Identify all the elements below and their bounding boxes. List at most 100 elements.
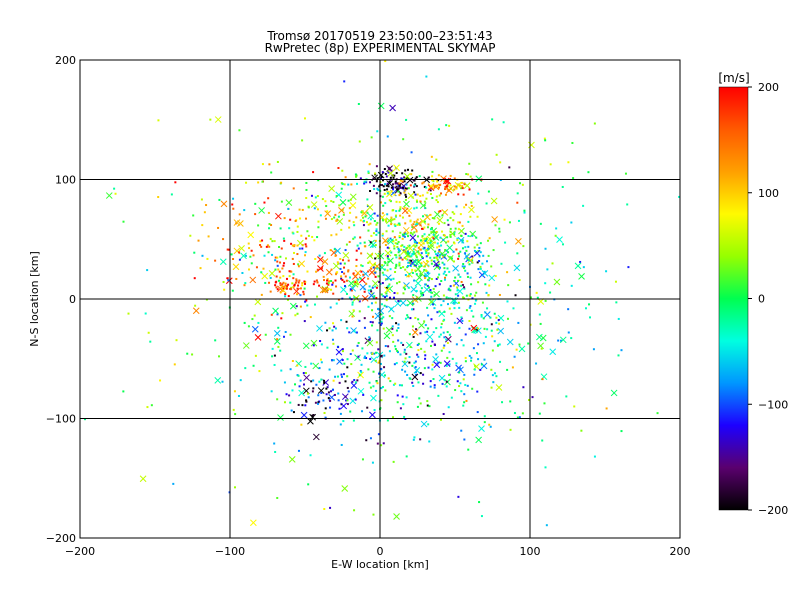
scatter-point [414, 269, 417, 272]
scatter-point [353, 236, 356, 239]
scatter-point [416, 235, 419, 238]
scatter-point [300, 234, 303, 237]
scatter-point [407, 187, 410, 190]
scatter-point [427, 245, 430, 248]
scatter-point [393, 245, 396, 248]
scatter-point [394, 180, 397, 183]
scatter-point-x [387, 238, 395, 245]
scatter-point-x [192, 307, 200, 315]
scatter-point-x [549, 348, 557, 356]
scatter-point [313, 303, 316, 306]
scatter-point [346, 358, 349, 361]
scatter-point [420, 292, 423, 295]
scatter-point [507, 284, 510, 287]
scatter-point [627, 266, 630, 269]
scatter-point [405, 195, 408, 198]
scatter-point [442, 238, 445, 241]
scatter-point [330, 280, 333, 283]
scatter-point [391, 317, 394, 320]
grid-lines [80, 60, 680, 538]
scatter-point [579, 260, 582, 263]
scatter-point [276, 398, 279, 401]
scatter-point [404, 222, 407, 225]
scatter-point [319, 214, 322, 217]
scatter-point [390, 169, 393, 172]
scatter-point [582, 266, 585, 269]
scatter-point [347, 270, 350, 273]
scatter-point [369, 437, 372, 440]
scatter-point [399, 231, 402, 234]
scatter-point [276, 256, 279, 259]
scatter-point-x [247, 231, 255, 239]
scatter-point-x [300, 411, 308, 419]
scatter-point [626, 203, 629, 206]
scatter-point-x [432, 356, 439, 363]
scatter-point [394, 225, 397, 228]
scatter-point [385, 299, 388, 302]
scatter-point [443, 222, 446, 225]
scatter-point [399, 267, 402, 270]
scatter-point [387, 345, 390, 348]
scatter-point [277, 268, 280, 271]
scatter-point-x [559, 336, 567, 344]
scatter-point [475, 236, 478, 239]
scatter-point-x [317, 387, 325, 394]
scatter-point [336, 261, 339, 264]
scatter-point [411, 364, 414, 367]
scatter-point [450, 396, 453, 399]
scatter-point-x [387, 169, 395, 177]
scatter-point [436, 242, 439, 245]
scatter-point [232, 197, 235, 200]
scatter-point [462, 263, 465, 266]
scatter-point [352, 309, 355, 312]
scatter-point [368, 163, 371, 166]
scatter-point [480, 515, 483, 518]
scatter-point [337, 346, 340, 349]
scatter-point [446, 236, 449, 239]
scatter-point [358, 319, 361, 322]
scatter-point-x [317, 256, 324, 263]
scatter-point [473, 368, 476, 371]
scatter-point [464, 246, 467, 249]
scatter-point [463, 206, 466, 209]
scatter-point [411, 308, 414, 311]
scatter-point [398, 185, 401, 188]
scatter-point [291, 389, 294, 392]
scatter-point [429, 289, 432, 292]
scatter-point [495, 321, 498, 324]
scatter-point [476, 327, 479, 330]
scatter-point [448, 363, 451, 366]
scatter-point [353, 379, 356, 382]
scatter-point [399, 353, 402, 356]
scatter-point [562, 243, 565, 246]
scatter-point [355, 331, 358, 334]
scatter-point [464, 333, 467, 336]
scatter-point [340, 275, 343, 278]
scatter-point [438, 273, 441, 276]
scatter-point [509, 428, 512, 431]
scatter-point [146, 269, 149, 272]
scatter-point [518, 416, 521, 419]
scatter-point [303, 320, 306, 323]
scatter-point-x [399, 299, 407, 307]
scatter-point [385, 305, 388, 308]
scatter-point [398, 223, 401, 226]
scatter-point [283, 401, 286, 404]
scatter-point [438, 184, 441, 187]
scatter-point [457, 257, 460, 260]
scatter-point [348, 219, 351, 222]
scatter-point [387, 224, 390, 227]
scatter-point [493, 312, 496, 315]
scatter-point [375, 389, 378, 392]
scatter-point [404, 187, 407, 190]
scatter-point [382, 219, 385, 222]
scatter-point-x [350, 382, 358, 389]
scatter-point [359, 277, 362, 280]
scatter-point [320, 378, 323, 381]
scatter-point [371, 461, 374, 464]
scatter-point [449, 233, 452, 236]
scatter-point [419, 332, 422, 335]
scatter-point [377, 231, 380, 234]
scatter-point [331, 388, 334, 391]
scatter-point [415, 206, 418, 209]
